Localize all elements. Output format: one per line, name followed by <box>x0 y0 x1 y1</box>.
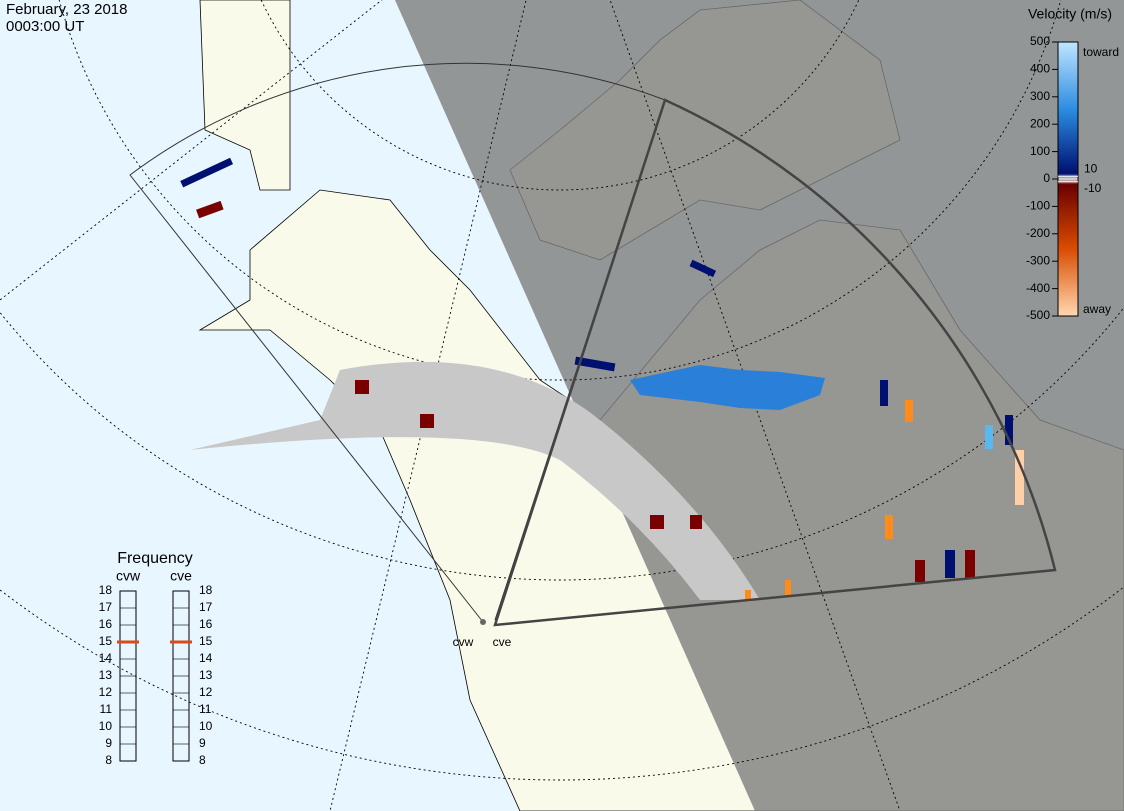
radar-label: cvw <box>453 635 474 649</box>
frequency-tick-label: 14 <box>99 651 113 665</box>
away-label: away <box>1083 302 1111 316</box>
frequency-tick-label: 8 <box>199 753 206 767</box>
frequency-tick-label: 17 <box>199 600 213 614</box>
frequency-tick-label: 18 <box>99 583 113 597</box>
colorbar-tick-label: -500 <box>1026 308 1050 322</box>
frequency-tick-label: 9 <box>199 736 206 750</box>
frequency-tick-label: 17 <box>99 600 113 614</box>
radar-label: cve <box>493 635 512 649</box>
scatter-cells <box>180 157 1024 602</box>
colorbar-tick-label: -10 <box>1084 181 1102 195</box>
colorbar-tick-label: -300 <box>1026 253 1050 267</box>
frequency-radar: cve <box>170 568 192 584</box>
frequency-radar: cvw <box>116 568 141 584</box>
radar-site <box>480 619 486 625</box>
frequency-tick-label: 13 <box>199 668 213 682</box>
frequency-tick-label: 12 <box>99 685 113 699</box>
frequency-tick-label: 12 <box>199 685 213 699</box>
frequency-tick-label: 18 <box>199 583 213 597</box>
scatter-band <box>190 361 760 600</box>
colorbar-tick-label: 200 <box>1030 116 1050 130</box>
colorbar-tick-label: 300 <box>1030 89 1050 103</box>
frequency-tick-label: 13 <box>99 668 113 682</box>
time: 0003:00 UT <box>6 18 84 35</box>
colorbar-tick-label: 100 <box>1030 144 1050 158</box>
land <box>199 0 291 191</box>
frequency-tick-label: 10 <box>199 719 213 733</box>
colorbar-title: Velocity (m/s) <box>1028 6 1112 22</box>
cve-fov <box>493 98 1057 627</box>
frequency-tick-label: 9 <box>105 736 112 750</box>
date: February, 23 2018 <box>6 1 127 18</box>
colorbar-tick-label: 400 <box>1030 62 1050 76</box>
colorbar-tick-label: -200 <box>1026 226 1050 240</box>
colorbar <box>1057 41 1079 317</box>
colorbar-tick-label: 10 <box>1084 161 1098 175</box>
colorbar-tick-label: 0 <box>1043 171 1050 185</box>
toward-label: toward <box>1083 45 1119 59</box>
cvw-fov <box>129 62 666 623</box>
colorbar-tick-label: -400 <box>1026 281 1050 295</box>
frequency-tick-label: 15 <box>99 634 113 648</box>
colorbar-tick-label: 500 <box>1030 34 1050 48</box>
frequency-tick-label: 14 <box>199 651 213 665</box>
frequency-title: Frequency <box>117 550 193 567</box>
frequency-tick-label: 10 <box>99 719 113 733</box>
frequency-tick-label: 16 <box>199 617 213 631</box>
frequency-tick-label: 11 <box>199 702 212 716</box>
frequency-tick-label: 11 <box>100 702 113 716</box>
frequency-tick-label: 15 <box>199 634 213 648</box>
frequency-tick-label: 16 <box>99 617 113 631</box>
colorbar-tick-label: -100 <box>1026 199 1050 213</box>
frequency-tick-label: 8 <box>105 753 112 767</box>
